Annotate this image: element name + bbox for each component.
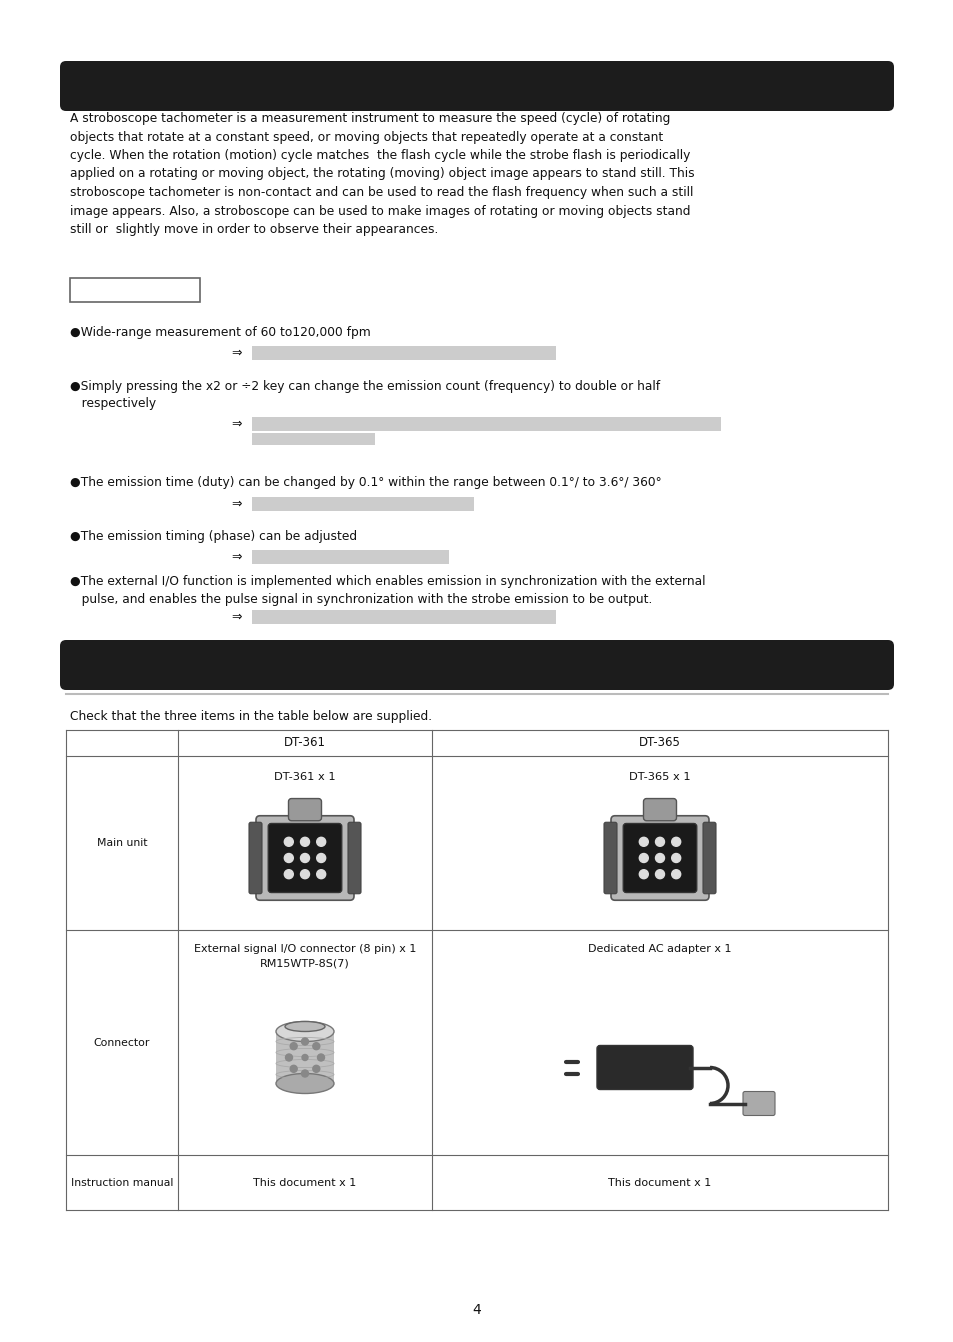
FancyBboxPatch shape (348, 823, 360, 894)
FancyBboxPatch shape (249, 823, 262, 894)
Text: ●Simply pressing the x2 or ÷2 key can change the emission count (frequency) to d: ●Simply pressing the x2 or ÷2 key can ch… (70, 380, 659, 411)
Circle shape (300, 854, 309, 863)
Ellipse shape (285, 1021, 325, 1032)
Circle shape (317, 1053, 324, 1062)
Circle shape (671, 870, 680, 879)
Circle shape (284, 854, 293, 863)
Circle shape (290, 1043, 297, 1049)
Circle shape (671, 854, 680, 863)
Text: A stroboscope tachometer is a measurement instrument to measure the speed (cycle: A stroboscope tachometer is a measuremen… (70, 111, 694, 236)
Circle shape (285, 1053, 293, 1062)
FancyBboxPatch shape (597, 1045, 692, 1090)
FancyBboxPatch shape (643, 798, 676, 821)
Circle shape (316, 854, 325, 863)
Text: This document x 1: This document x 1 (608, 1177, 711, 1188)
FancyBboxPatch shape (742, 1091, 774, 1115)
Text: DT-365: DT-365 (639, 737, 680, 749)
Text: ⇒: ⇒ (232, 417, 242, 431)
Ellipse shape (275, 1074, 334, 1094)
FancyBboxPatch shape (603, 823, 617, 894)
Bar (252, 433, 375, 446)
Circle shape (300, 870, 309, 879)
Text: Main unit: Main unit (96, 837, 147, 848)
FancyBboxPatch shape (268, 824, 341, 892)
Text: Check that the three items in the table below are supplied.: Check that the three items in the table … (70, 710, 432, 723)
Bar (252, 550, 449, 564)
Circle shape (316, 870, 325, 879)
Text: External signal I/O connector (8 pin) x 1
RM15WTP-8S(7): External signal I/O connector (8 pin) x … (193, 943, 416, 968)
Bar (252, 611, 556, 624)
Text: ●The emission time (duty) can be changed by 0.1° within the range between 0.1°/ : ●The emission time (duty) can be changed… (70, 476, 661, 488)
Text: Dedicated AC adapter x 1: Dedicated AC adapter x 1 (588, 943, 731, 954)
FancyBboxPatch shape (255, 816, 354, 900)
Circle shape (302, 1055, 308, 1060)
Text: ●The emission timing (phase) can be adjusted: ●The emission timing (phase) can be adju… (70, 530, 356, 544)
Text: ⇒: ⇒ (232, 498, 242, 511)
Circle shape (284, 870, 293, 879)
Text: 4: 4 (472, 1303, 481, 1317)
Text: DT-361: DT-361 (284, 737, 326, 749)
Circle shape (655, 870, 664, 879)
Circle shape (671, 837, 680, 847)
Circle shape (313, 1043, 319, 1049)
Circle shape (301, 1037, 308, 1045)
Bar (252, 497, 474, 511)
Text: This document x 1: This document x 1 (253, 1177, 356, 1188)
Circle shape (655, 837, 664, 847)
Circle shape (639, 837, 648, 847)
Bar (252, 417, 720, 431)
Circle shape (290, 1066, 297, 1072)
Circle shape (313, 1066, 319, 1072)
Text: ●Wide-range measurement of 60 to120,000 fpm: ●Wide-range measurement of 60 to120,000 … (70, 326, 371, 340)
Text: ⇒: ⇒ (232, 348, 242, 360)
Circle shape (639, 870, 648, 879)
Bar (252, 346, 556, 360)
Circle shape (316, 837, 325, 847)
FancyBboxPatch shape (702, 823, 716, 894)
Ellipse shape (275, 1021, 334, 1041)
Bar (70, 278, 200, 302)
FancyBboxPatch shape (60, 60, 893, 111)
Circle shape (300, 837, 309, 847)
Text: ●The external I/O function is implemented which enables emission in synchronizat: ●The external I/O function is implemente… (70, 574, 705, 605)
FancyBboxPatch shape (610, 816, 708, 900)
Circle shape (284, 837, 293, 847)
Circle shape (301, 1070, 308, 1078)
Text: ⇒: ⇒ (232, 611, 242, 624)
FancyBboxPatch shape (60, 640, 893, 690)
FancyBboxPatch shape (288, 798, 321, 821)
Text: DT-361 x 1: DT-361 x 1 (274, 772, 335, 782)
Text: Connector: Connector (93, 1037, 150, 1048)
Text: ⇒: ⇒ (232, 552, 242, 564)
Circle shape (639, 854, 648, 863)
FancyBboxPatch shape (622, 824, 696, 892)
Circle shape (655, 854, 664, 863)
Text: Instruction manual: Instruction manual (71, 1177, 173, 1188)
Bar (275, 1032, 334, 1083)
Text: DT-365 x 1: DT-365 x 1 (629, 772, 690, 782)
